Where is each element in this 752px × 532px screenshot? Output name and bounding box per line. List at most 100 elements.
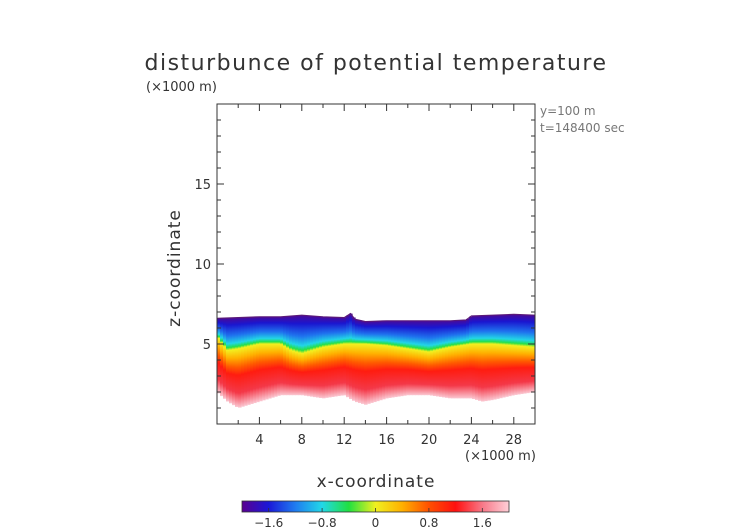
field-column bbox=[493, 315, 497, 400]
field-column bbox=[367, 321, 371, 404]
field-column bbox=[430, 320, 434, 396]
field-column bbox=[406, 320, 410, 396]
field-column bbox=[256, 316, 260, 403]
field-column bbox=[424, 320, 428, 396]
field-column bbox=[301, 315, 305, 396]
field-column bbox=[376, 321, 380, 402]
z-unit-label: (×1000 m) bbox=[146, 80, 217, 95]
field-column bbox=[517, 314, 521, 395]
field-column bbox=[325, 316, 329, 398]
field-column bbox=[391, 320, 395, 398]
field-column bbox=[403, 320, 407, 396]
field-column bbox=[295, 315, 299, 396]
field-column bbox=[247, 317, 251, 405]
field-column bbox=[457, 320, 461, 399]
y-axis: 5 10 15 bbox=[194, 119, 535, 409]
field-column bbox=[385, 320, 389, 399]
field-column bbox=[478, 315, 482, 401]
field-column bbox=[232, 317, 236, 406]
field-column bbox=[355, 319, 359, 403]
field-column bbox=[340, 317, 344, 396]
field-column bbox=[412, 320, 416, 396]
field-column bbox=[400, 320, 404, 397]
y-tick-label: 5 bbox=[203, 338, 211, 353]
field-column bbox=[364, 321, 368, 405]
field-column bbox=[244, 317, 248, 406]
y-tick-label: 15 bbox=[194, 178, 211, 193]
field-column bbox=[289, 316, 293, 396]
field-column bbox=[370, 321, 374, 403]
field-column bbox=[505, 314, 509, 397]
field-column bbox=[274, 316, 278, 397]
field-column bbox=[283, 316, 287, 396]
field-column bbox=[514, 314, 518, 395]
field-column bbox=[286, 316, 290, 396]
field-column bbox=[442, 320, 446, 398]
field-column bbox=[511, 314, 515, 396]
field-column bbox=[307, 315, 311, 397]
field-column bbox=[310, 315, 314, 397]
colorbar-ticks: −1.6 −0.8 0 0.8 1.6 bbox=[254, 508, 492, 530]
field-column bbox=[436, 320, 440, 397]
x-tick-label: 28 bbox=[506, 433, 523, 448]
field-column bbox=[250, 317, 254, 404]
field-column bbox=[280, 316, 284, 396]
field-column bbox=[313, 316, 317, 398]
field-column bbox=[292, 315, 296, 396]
heatmap-field bbox=[217, 312, 535, 408]
field-column bbox=[271, 316, 275, 398]
field-column bbox=[427, 320, 431, 396]
x-axis: 4 8 12 16 20 24 28 bbox=[237, 104, 523, 448]
field-column bbox=[475, 315, 479, 400]
field-column bbox=[343, 317, 347, 396]
field-column bbox=[265, 316, 269, 400]
colorbar-tick-label: −0.8 bbox=[308, 516, 337, 530]
field-column bbox=[433, 320, 437, 397]
annotation-t: t=148400 sec bbox=[540, 121, 625, 135]
field-column bbox=[397, 320, 401, 397]
field-column bbox=[268, 316, 272, 399]
field-column bbox=[526, 314, 530, 394]
colorbar-tick-label: 0.8 bbox=[419, 516, 438, 530]
field-column bbox=[358, 320, 362, 404]
field-column bbox=[262, 316, 266, 401]
field-column bbox=[451, 320, 455, 399]
field-column bbox=[499, 314, 503, 399]
field-column bbox=[532, 315, 535, 393]
field-column bbox=[490, 315, 494, 401]
field-column bbox=[331, 317, 335, 397]
field-column bbox=[469, 316, 473, 399]
field-column bbox=[223, 318, 227, 399]
field-column bbox=[217, 318, 221, 394]
colorbar-tick-label: 1.6 bbox=[473, 516, 492, 530]
x-axis-label: x-coordinate bbox=[317, 472, 436, 492]
field-column bbox=[463, 320, 467, 399]
chart-title: disturbunce of potential temperature bbox=[145, 51, 608, 76]
field-column bbox=[352, 317, 356, 401]
field-column bbox=[448, 320, 452, 399]
field-column bbox=[409, 320, 413, 396]
field-column bbox=[508, 314, 512, 397]
field-column bbox=[487, 315, 491, 401]
field-column bbox=[481, 315, 485, 402]
field-column bbox=[379, 321, 383, 401]
field-column bbox=[334, 317, 338, 397]
field-column bbox=[496, 315, 500, 399]
field-column bbox=[502, 314, 506, 398]
field-column bbox=[220, 318, 224, 397]
field-column bbox=[484, 315, 488, 402]
field-column bbox=[445, 320, 449, 398]
x-tick-label: 4 bbox=[255, 433, 263, 448]
field-column bbox=[361, 320, 365, 404]
field-column bbox=[415, 320, 419, 396]
top-boundary-line bbox=[217, 312, 535, 323]
field-column bbox=[520, 314, 524, 395]
field-column bbox=[328, 317, 332, 398]
field-column bbox=[388, 320, 392, 398]
field-column bbox=[382, 320, 386, 400]
x-tick-label: 16 bbox=[378, 433, 395, 448]
x-tick-label: 8 bbox=[298, 433, 306, 448]
y-axis-label: z-coordinate bbox=[165, 209, 185, 327]
field-column bbox=[235, 317, 239, 407]
